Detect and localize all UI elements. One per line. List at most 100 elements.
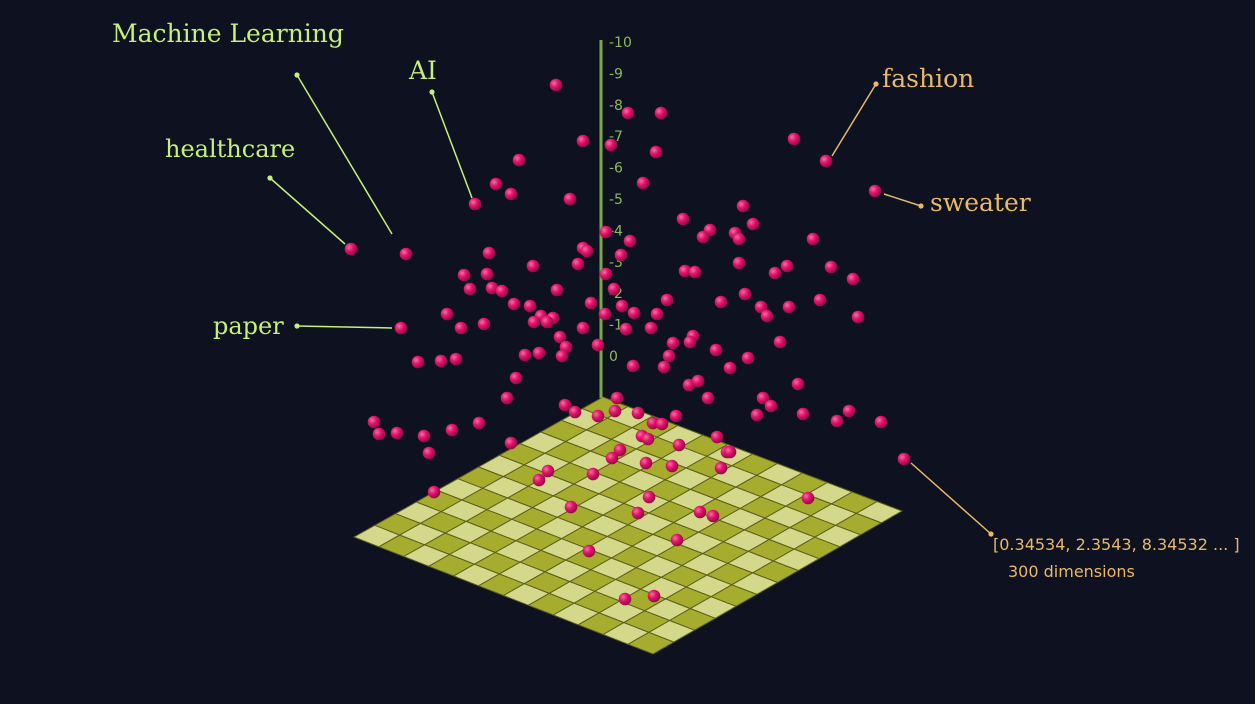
embedding-point xyxy=(806,232,820,246)
leader-fashion-dot xyxy=(873,81,879,87)
embedding-point xyxy=(613,443,627,457)
embedding-point xyxy=(344,242,358,256)
embedding-point xyxy=(540,315,554,329)
embedding-point xyxy=(472,416,486,430)
embedding-point xyxy=(504,436,518,450)
embedding-point xyxy=(532,346,546,360)
embedding-point xyxy=(670,533,684,547)
embedding-point xyxy=(526,259,540,273)
embedding-point xyxy=(693,505,707,519)
embedding-point xyxy=(555,349,569,363)
leader-healthcare-dot xyxy=(267,175,273,181)
embedding-point xyxy=(764,399,778,413)
embedding-point xyxy=(750,408,764,422)
embedding-point xyxy=(580,244,594,258)
label-sweater: sweater xyxy=(930,188,1031,217)
embedding-point xyxy=(440,307,454,321)
embedding-point xyxy=(626,359,640,373)
embedding-point xyxy=(614,248,628,262)
embedding-point xyxy=(710,430,724,444)
label-machine-learning: Machine Learning xyxy=(112,19,344,48)
embedding-point xyxy=(780,259,794,273)
embedding-point xyxy=(518,348,532,362)
embedding-point xyxy=(463,282,477,296)
leader-paper-dot xyxy=(294,323,300,329)
embedding-point xyxy=(390,426,404,440)
embedding-point xyxy=(576,321,590,335)
embedding-point xyxy=(417,429,431,443)
embedding-point xyxy=(642,490,656,504)
embedding-point xyxy=(796,407,810,421)
embedding-point xyxy=(372,427,386,441)
embedding-point xyxy=(791,377,805,391)
embedding-point xyxy=(495,284,509,298)
embedding-point xyxy=(649,145,663,159)
embedding-point xyxy=(706,509,720,523)
embedding-point xyxy=(768,266,782,280)
embedding-point xyxy=(394,321,408,335)
embedding-point xyxy=(586,467,600,481)
embedding-point xyxy=(701,391,715,405)
embedding-point xyxy=(445,423,459,437)
embedding-point xyxy=(605,451,619,465)
embedding-point xyxy=(756,391,770,405)
vector-values: [0.34534, 2.3543, 8.34532 ... ] xyxy=(993,535,1240,554)
embedding-point xyxy=(683,335,697,349)
leader-ai xyxy=(431,91,473,199)
embedding-point xyxy=(591,338,605,352)
embedding-point xyxy=(550,283,564,297)
embedding-point xyxy=(732,256,746,270)
embedding-point xyxy=(489,177,503,191)
embedding-point xyxy=(399,247,413,261)
axis-tick-label: 0 xyxy=(609,349,618,365)
embedding-point xyxy=(485,281,499,295)
embedding-point xyxy=(504,187,518,201)
embedding-point xyxy=(691,374,705,388)
embedding-point xyxy=(842,404,856,418)
embedding-point xyxy=(523,299,537,313)
embedding-point xyxy=(584,296,598,310)
embedding-point xyxy=(676,212,690,226)
leader-fashion xyxy=(831,83,877,157)
embedding-point xyxy=(509,371,523,385)
embedding-point xyxy=(666,336,680,350)
embedding-point xyxy=(607,282,621,296)
embedding-point xyxy=(801,491,815,505)
embedding-point xyxy=(627,306,641,320)
embedding-point xyxy=(787,132,801,146)
leader-healthcare xyxy=(269,177,346,245)
embedding-point xyxy=(738,287,752,301)
leader-machine-learning-dot xyxy=(294,72,300,78)
embedding-point xyxy=(639,456,653,470)
embedding-point xyxy=(650,307,664,321)
embedding-point xyxy=(422,446,436,460)
embedding-point xyxy=(669,409,683,423)
embedding-point xyxy=(477,317,491,331)
embedding-point xyxy=(512,153,526,167)
embedding-point xyxy=(582,544,596,558)
embedding-point xyxy=(621,106,635,120)
embedding-point xyxy=(723,361,737,375)
embedding-point xyxy=(874,415,888,429)
embedding-point xyxy=(824,260,838,274)
vector-dimensions: 300 dimensions xyxy=(1008,562,1135,581)
embedding-point xyxy=(782,300,796,314)
embedding-point xyxy=(449,352,463,366)
label-healthcare: healthcare xyxy=(165,135,296,163)
embedding-point xyxy=(480,267,494,281)
embedding-point xyxy=(754,300,768,314)
embedding-point xyxy=(563,192,577,206)
embedding-point xyxy=(468,197,482,211)
embedding-point xyxy=(549,78,563,92)
axis-tick-label: -6 xyxy=(609,161,623,177)
embedding-point xyxy=(813,293,827,307)
label-fashion: fashion xyxy=(882,64,975,93)
embedding-point xyxy=(641,432,655,446)
embedding-point xyxy=(709,343,723,357)
embedding-point xyxy=(454,321,468,335)
embedding-point xyxy=(610,391,624,405)
embedding-point xyxy=(723,445,737,459)
embedding-point xyxy=(604,138,618,152)
embedding-point xyxy=(532,473,546,487)
